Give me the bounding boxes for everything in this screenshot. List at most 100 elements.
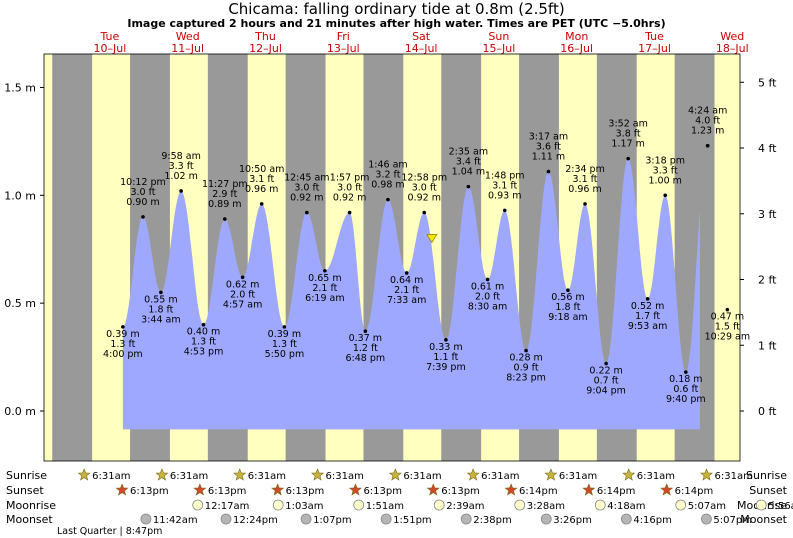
moonrise-icon bbox=[514, 499, 526, 511]
moonset-time: 1:51pm bbox=[393, 515, 432, 526]
low-tide-point bbox=[240, 275, 245, 280]
high-tide-m: 1.02 m bbox=[164, 171, 197, 182]
moonrise-time: 1:03am bbox=[285, 501, 323, 512]
high-tide-time: 1:46 am bbox=[368, 160, 407, 171]
high-tide-point bbox=[422, 210, 427, 215]
high-tide-point bbox=[141, 215, 145, 219]
low-tide-m: 0.61 m bbox=[471, 281, 504, 292]
date-label: 13–Jul bbox=[327, 42, 360, 55]
date-label: 11–Jul bbox=[171, 42, 204, 55]
low-tide-time: 10:29 am bbox=[705, 332, 750, 343]
high-tide-time: 2:35 am bbox=[449, 147, 488, 158]
high-tide-ft: 3.6 ft bbox=[536, 142, 561, 153]
sunrise-icon bbox=[700, 468, 713, 481]
high-tide-point bbox=[179, 189, 183, 193]
high-tide-ft: 2.9 ft bbox=[212, 189, 237, 200]
sunrise-time: 6:31am bbox=[715, 471, 753, 482]
low-tide-ft: 1.7 ft bbox=[635, 311, 660, 322]
date-label: 10–Jul bbox=[94, 42, 127, 55]
chart-title: Chicama: falling ordinary tide at 0.8m (… bbox=[228, 0, 565, 18]
high-tide-time: 9:58 am bbox=[161, 151, 200, 162]
moonset-icon bbox=[140, 513, 152, 525]
high-tide-point bbox=[583, 202, 587, 206]
low-tide-m: 0.28 m bbox=[509, 353, 542, 364]
row-label-left: Sunrise bbox=[6, 469, 47, 482]
low-tide-m: 0.55 m bbox=[144, 294, 177, 305]
y-right-tick-label: 0 ft bbox=[758, 405, 777, 418]
high-tide-m: 0.90 m bbox=[126, 197, 159, 208]
row-label-right: Sunrise bbox=[746, 469, 787, 482]
row-label-right: Moonset bbox=[740, 513, 787, 526]
high-tide-ft: 3.4 ft bbox=[456, 157, 481, 168]
y-right-tick-label: 4 ft bbox=[758, 142, 777, 155]
sunset-icon bbox=[193, 483, 207, 496]
high-tide-m: 1.23 m bbox=[691, 126, 724, 137]
high-tide-time: 3:17 am bbox=[529, 132, 568, 143]
sunset-icon bbox=[504, 483, 518, 496]
tide-area bbox=[122, 158, 700, 430]
low-tide-m: 0.37 m bbox=[349, 333, 382, 344]
high-tide-point bbox=[347, 210, 352, 215]
low-tide-point bbox=[363, 329, 368, 333]
moonset-icon bbox=[620, 513, 632, 525]
row-label-left: Moonset bbox=[6, 513, 53, 526]
high-tide-m: 0.96 m bbox=[245, 184, 278, 195]
sunset-time: 6:13pm bbox=[286, 486, 325, 497]
high-tide-m: 0.92 m bbox=[333, 193, 366, 204]
moonrise-time: 1:51am bbox=[366, 501, 404, 512]
high-tide-point bbox=[502, 208, 507, 213]
low-tide-point bbox=[485, 277, 490, 282]
moonset-time: 11:42am bbox=[153, 515, 198, 526]
high-tide-ft: 3.1 ft bbox=[492, 180, 517, 191]
row-label-right: Sunset bbox=[749, 484, 787, 497]
y-left-tick-label: 1.5 m bbox=[4, 81, 36, 94]
high-tide-time: 3:18 pm bbox=[645, 155, 685, 166]
y-right-tick-label: 3 ft bbox=[758, 208, 777, 221]
low-tide-point bbox=[282, 325, 287, 329]
low-tide-ft: 1.3 ft bbox=[191, 337, 216, 348]
low-tide-point bbox=[159, 290, 163, 295]
sunrise-time: 6:31am bbox=[170, 471, 208, 482]
high-tide-ft: 3.3 ft bbox=[169, 161, 194, 172]
sunrise-time: 6:31am bbox=[481, 471, 519, 482]
y-right-tick-label: 2 ft bbox=[758, 274, 777, 287]
moonrise-time: 3:28am bbox=[527, 501, 565, 512]
sunrise-icon bbox=[466, 468, 480, 481]
high-tide-m: 0.96 m bbox=[568, 184, 601, 195]
high-tide-ft: 4.0 ft bbox=[695, 116, 720, 127]
high-tide-ft: 3.8 ft bbox=[616, 129, 641, 140]
moonrise-icon bbox=[594, 499, 606, 511]
low-tide-point bbox=[121, 325, 125, 329]
moonrise-time: 5:56am bbox=[768, 501, 793, 512]
low-tide-ft: 2.1 ft bbox=[394, 285, 419, 296]
day-of-week-label: Tue bbox=[100, 30, 120, 43]
high-tide-m: 0.92 m bbox=[290, 193, 323, 204]
moonset-time: 4:16pm bbox=[633, 515, 672, 526]
sunset-time: 6:13pm bbox=[130, 486, 169, 497]
high-tide-ft: 3.3 ft bbox=[653, 165, 678, 176]
low-tide-point bbox=[725, 307, 730, 312]
sunrise-time: 6:31am bbox=[637, 471, 675, 482]
day-of-week-label: Tue bbox=[644, 30, 664, 43]
moonrise-time: 2:39am bbox=[446, 501, 484, 512]
high-tide-point bbox=[386, 197, 390, 202]
low-tide-m: 0.33 m bbox=[429, 342, 462, 353]
low-tide-ft: 1.3 ft bbox=[110, 339, 135, 350]
high-tide-m: 0.92 m bbox=[408, 193, 441, 204]
low-tide-m: 0.39 m bbox=[106, 329, 139, 340]
date-label: 12–Jul bbox=[249, 42, 282, 55]
low-tide-time: 9:40 pm bbox=[666, 394, 706, 405]
low-tide-time: 4:57 am bbox=[223, 299, 262, 310]
day-of-week-label: Fri bbox=[337, 30, 350, 43]
moonset-time: 1:07pm bbox=[313, 515, 352, 526]
low-tide-point bbox=[404, 271, 409, 275]
y-left-tick-label: 1.0 m bbox=[4, 189, 36, 202]
high-tide-m: 1.17 m bbox=[611, 139, 644, 150]
high-tide-ft: 3.0 ft bbox=[412, 183, 437, 194]
low-tide-time: 5:50 pm bbox=[265, 349, 305, 360]
sunrise-time: 6:31am bbox=[248, 471, 286, 482]
low-tide-ft: 1.1 ft bbox=[433, 352, 458, 363]
sunset-icon bbox=[660, 483, 674, 496]
low-tide-m: 0.47 m bbox=[711, 312, 744, 323]
